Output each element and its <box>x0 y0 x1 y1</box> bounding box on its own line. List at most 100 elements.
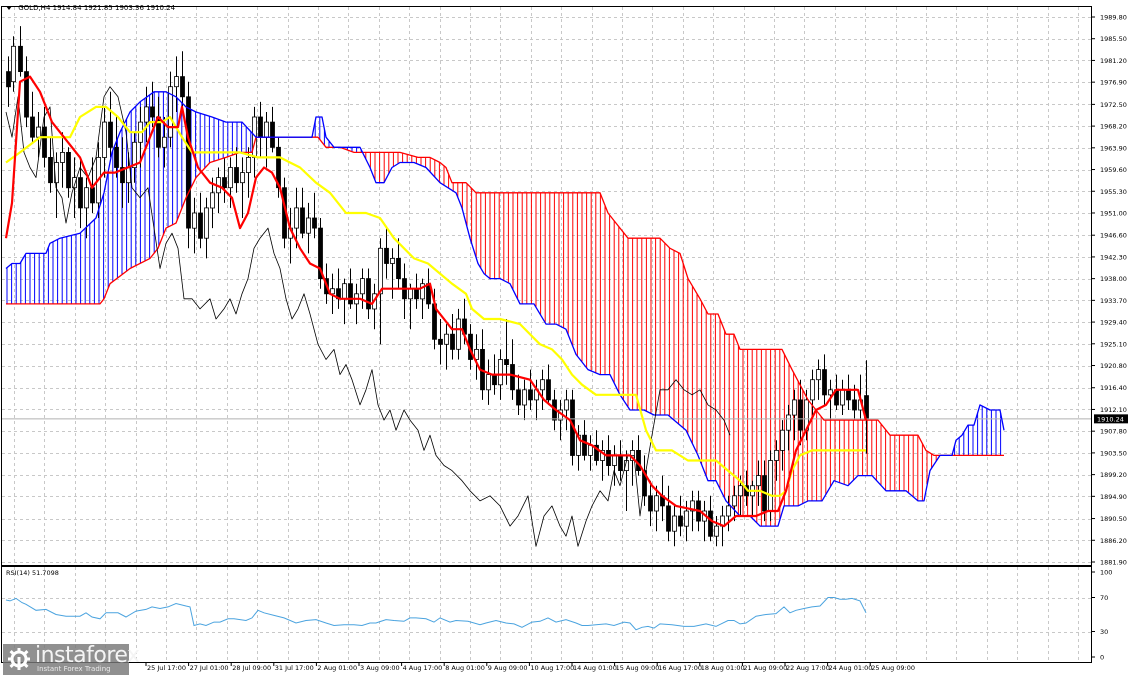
time-tick-label: 27 Jul 01:00 <box>190 664 229 672</box>
candlestick <box>810 369 815 415</box>
time-tick-label: 2 Aug 01:00 <box>317 664 357 672</box>
chikou-span-line <box>5 86 731 547</box>
candlestick <box>210 177 215 229</box>
candlestick <box>294 187 299 249</box>
candlestick <box>318 218 323 289</box>
candlestick <box>444 324 449 370</box>
time-tick-label: 3 Aug 09:00 <box>360 664 400 672</box>
price-tick-label: 1881.90 <box>1100 559 1127 567</box>
candlestick <box>798 379 803 446</box>
candlestick <box>120 137 125 208</box>
candlestick <box>732 485 737 522</box>
candlestick <box>150 81 155 128</box>
symbol-label: GOLD,H4 <box>18 4 51 12</box>
rsi-indicator-label: RSI(14) 51.7098 <box>6 569 59 577</box>
time-tick-label: 10 Aug 17:00 <box>530 664 574 672</box>
time-tick-label: 24 Aug 01:00 <box>829 664 873 672</box>
current-price-label: 1910.24 <box>1097 415 1124 423</box>
price-tick-label: 1976.90 <box>1100 79 1127 87</box>
candlestick <box>726 495 731 532</box>
price-tick-label: 1981.20 <box>1100 57 1127 65</box>
candlestick <box>60 132 65 188</box>
price-tick-label: 1938.00 <box>1100 275 1127 283</box>
candlestick <box>132 132 137 183</box>
candlestick <box>420 278 425 319</box>
candlestick <box>180 51 185 107</box>
candlestick <box>234 147 239 193</box>
time-tick-label: 16 Aug 17:00 <box>658 664 702 672</box>
candlestick <box>240 157 245 218</box>
candlestick <box>168 71 173 148</box>
price-tick-label: 1899.20 <box>1100 471 1127 479</box>
candlestick <box>456 308 461 360</box>
candlestick <box>780 420 785 471</box>
ichimoku-cloud <box>6 91 1002 527</box>
ohlc-values: 1914.84 1921.85 1903.36 1910.24 <box>52 4 176 12</box>
candlestick <box>792 389 797 441</box>
candlestick <box>540 369 545 410</box>
candlestick <box>48 137 53 193</box>
rsi-line <box>5 597 867 631</box>
watermark-brand: instaforex <box>35 643 140 668</box>
candlestick <box>6 56 11 107</box>
candlestick <box>714 516 719 547</box>
candlestick <box>348 268 353 309</box>
candlestick <box>666 485 671 542</box>
price-tick-label: 1972.50 <box>1100 101 1127 109</box>
candlestick <box>276 137 281 198</box>
price-tick-label: 1946.60 <box>1100 232 1127 240</box>
price-tick-label: 1955.30 <box>1100 188 1127 196</box>
candlestick <box>174 56 179 112</box>
candlestick <box>162 117 167 168</box>
time-tick-label: 18 Aug 01:00 <box>701 664 745 672</box>
candlestick <box>582 420 587 461</box>
time-tick-label: 31 Jul 17:00 <box>275 664 314 672</box>
price-tick-label: 1907.80 <box>1100 428 1127 436</box>
candlestick <box>366 268 371 319</box>
price-tick-label: 1933.70 <box>1100 297 1127 305</box>
candlestick <box>528 369 533 410</box>
candlestick <box>774 440 779 481</box>
watermark-tagline: Instant Forex Trading <box>37 665 111 673</box>
candlestick <box>78 157 83 229</box>
candlestick <box>198 192 203 249</box>
ichimoku-lines <box>4 75 1005 547</box>
price-tick-label: 1942.30 <box>1100 253 1127 261</box>
price-tick-label: 1890.50 <box>1100 515 1127 523</box>
candlestick <box>564 389 569 431</box>
price-axis[interactable]: 1989.80 1985.50 1981.20 1976.90 1972.50 1968.… <box>1091 14 1127 567</box>
candlestick <box>228 157 233 208</box>
chart-frame <box>1 6 1092 663</box>
candlestick <box>30 91 35 143</box>
candlestick <box>648 480 653 527</box>
candlestick <box>300 187 305 239</box>
time-tick-label: 8 Aug 01:00 <box>445 664 485 672</box>
tenkan-sen-line <box>4 75 868 528</box>
rsi-tick-label: 70 <box>1100 594 1108 602</box>
price-tick-label: 1929.40 <box>1100 319 1127 327</box>
candlestick <box>114 117 119 178</box>
price-tick-label: 1916.40 <box>1100 384 1127 392</box>
candlestick <box>360 268 365 309</box>
time-tick-label: 22 Aug 17:00 <box>786 664 830 672</box>
time-tick-label: 21 Aug 09:00 <box>743 664 787 672</box>
rsi-axis: 100 70 30 0 <box>1091 569 1112 662</box>
candlestick <box>24 56 29 128</box>
candlestick <box>396 238 401 289</box>
candlestick <box>450 314 455 360</box>
candlestick <box>546 364 551 405</box>
candlestick <box>822 354 827 405</box>
collapse-triangle-icon[interactable] <box>6 6 12 10</box>
chart-title: GOLD,H4 1914.84 1921.85 1903.36 1910.24 <box>6 4 175 12</box>
candlestick <box>18 26 23 77</box>
price-tick-label: 1886.20 <box>1100 537 1127 545</box>
time-tick-label: 9 Aug 09:00 <box>488 664 528 672</box>
time-axis[interactable]: 25 Jul 17:00 27 Jul 01:00 28 Jul 09:00 31 J… <box>145 662 915 672</box>
time-tick-label: 14 Aug 01:00 <box>573 664 617 672</box>
candlestick <box>108 91 113 158</box>
candlestick <box>474 334 479 380</box>
price-tick-label: 1989.80 <box>1100 14 1127 22</box>
candlestick <box>84 177 89 239</box>
